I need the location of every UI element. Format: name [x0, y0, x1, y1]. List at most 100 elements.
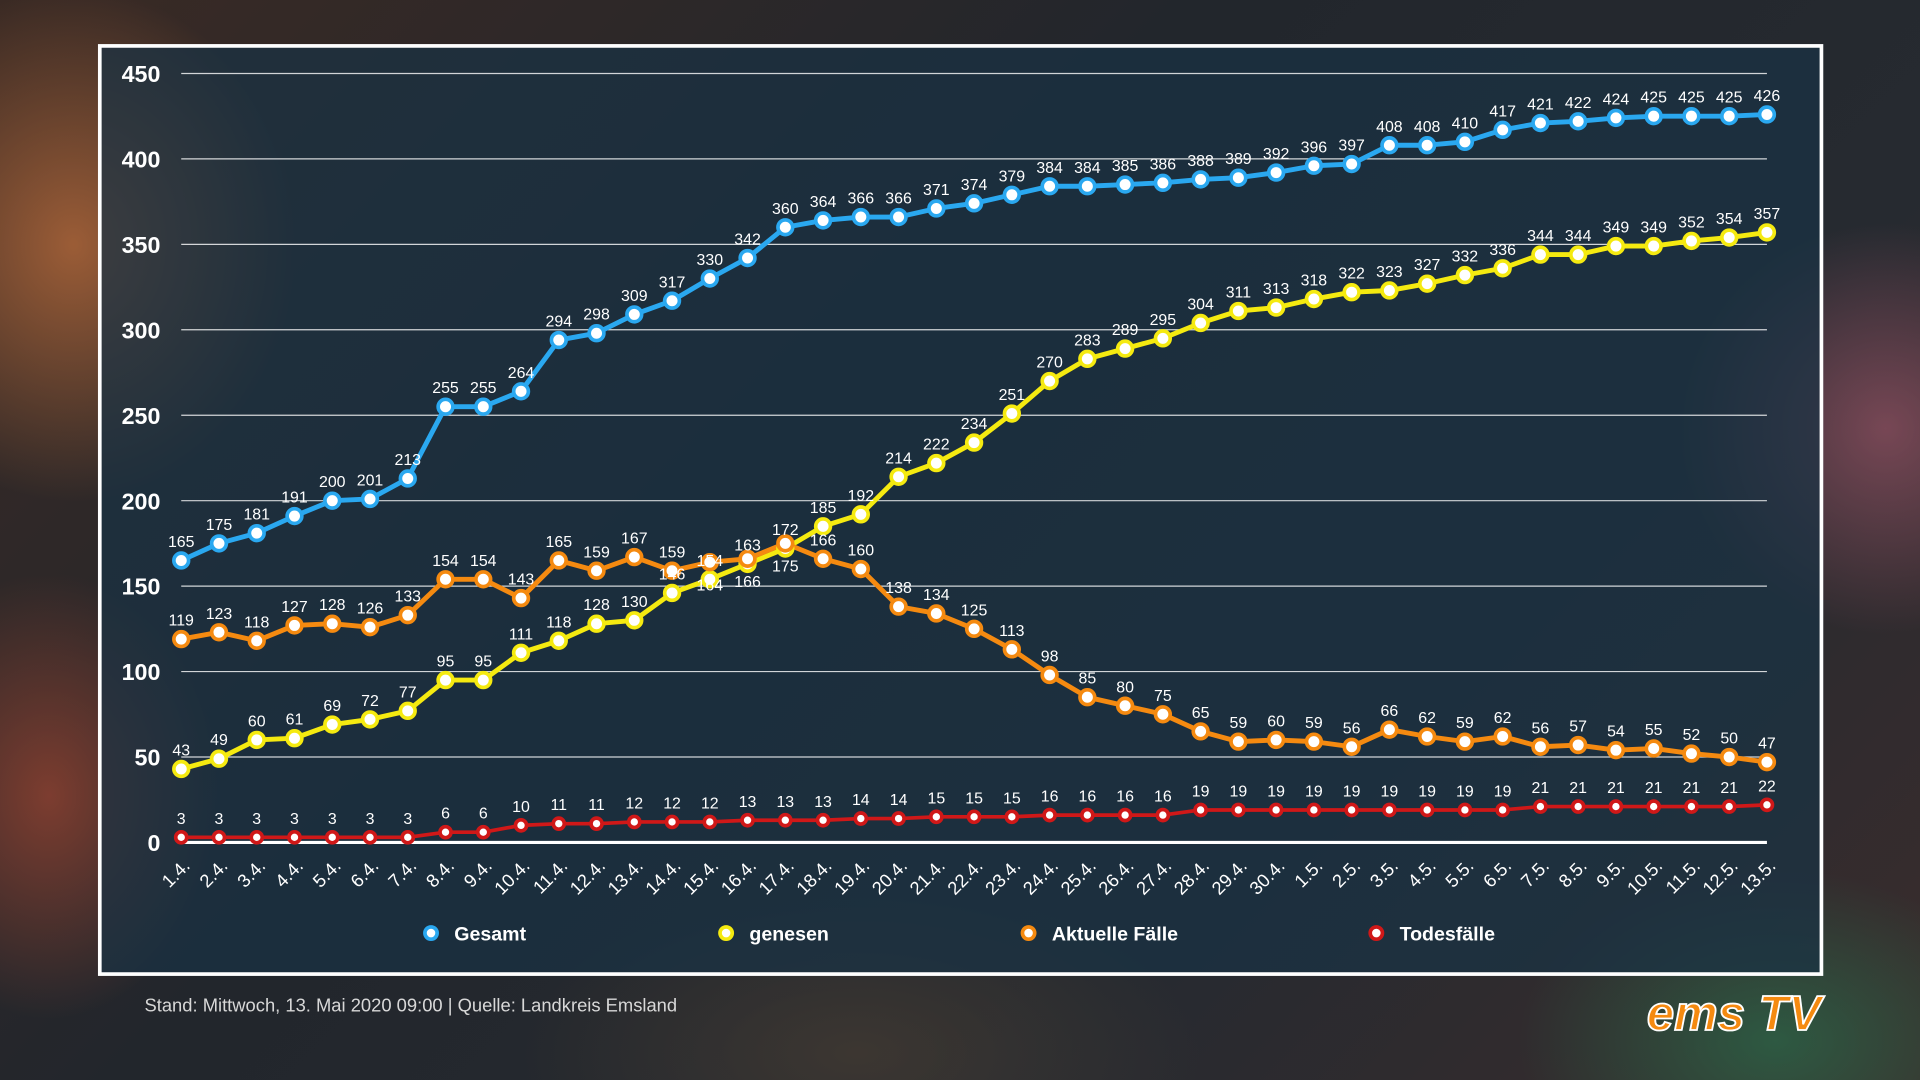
data-label: 85	[1078, 671, 1096, 688]
data-point	[587, 614, 606, 633]
data-point	[1229, 732, 1248, 751]
y-tick-label: 300	[122, 317, 161, 343]
data-point	[1568, 735, 1588, 755]
data-label: 59	[1230, 715, 1248, 732]
data-label: 344	[1527, 228, 1554, 245]
x-tick-label: 7.5.	[1517, 855, 1554, 892]
data-point	[740, 812, 755, 828]
data-point	[1720, 747, 1739, 767]
data-label: 354	[1716, 211, 1743, 228]
x-tick-label: 7.4.	[384, 855, 421, 892]
data-point	[1568, 112, 1588, 131]
data-point	[1759, 797, 1775, 813]
data-point	[1117, 807, 1133, 823]
data-point	[1568, 245, 1588, 264]
legend-marker	[1368, 925, 1385, 942]
footer-source: Stand: Mittwoch, 13. Mai 2020 09:00 | Qu…	[144, 995, 678, 1017]
data-point	[1344, 802, 1359, 818]
x-tick-label: 1.5.	[1290, 855, 1327, 892]
x-tick-label: 25.4.	[1056, 855, 1100, 899]
data-point	[1040, 177, 1059, 196]
data-point	[1382, 802, 1397, 818]
data-point	[589, 816, 604, 831]
data-point	[511, 588, 531, 608]
data-point	[436, 570, 455, 589]
data-label: 16	[1154, 789, 1172, 806]
data-point	[1682, 231, 1701, 251]
data-label: 15	[927, 790, 945, 807]
data-point	[209, 749, 229, 768]
y-tick-label: 400	[122, 146, 161, 172]
data-label: 6	[441, 806, 450, 823]
x-tick-label: 1.4.	[157, 855, 194, 892]
data-label: 166	[734, 574, 761, 591]
data-label: 19	[1267, 784, 1285, 801]
data-point	[362, 829, 378, 845]
data-point	[889, 597, 908, 616]
data-label: 408	[1414, 119, 1441, 136]
data-point	[323, 614, 342, 633]
data-point	[1531, 737, 1550, 756]
x-tick-label: 24.4.	[1018, 855, 1062, 899]
data-label: 118	[546, 614, 572, 631]
x-tick-label: 8.5.	[1554, 855, 1591, 892]
data-label: 384	[1036, 160, 1063, 177]
data-point	[285, 729, 304, 748]
data-point	[625, 305, 644, 324]
data-label: 422	[1565, 95, 1592, 112]
x-tick-label: 22.4.	[943, 855, 987, 899]
data-label: 12	[663, 795, 681, 812]
data-label: 126	[357, 601, 384, 618]
data-label: 54	[1607, 724, 1625, 741]
data-label: 311	[1226, 285, 1252, 302]
data-label: 379	[999, 168, 1026, 185]
data-point	[1304, 156, 1324, 175]
data-point	[360, 710, 380, 729]
data-label: 118	[244, 614, 270, 631]
data-point	[475, 824, 491, 840]
data-label: 95	[437, 654, 455, 671]
legend-marker	[423, 925, 439, 942]
data-point	[172, 759, 191, 779]
data-point	[813, 517, 833, 536]
data-point	[211, 829, 227, 845]
x-tick-label: 8.4.	[422, 855, 459, 892]
data-label: 289	[1112, 322, 1139, 339]
data-point	[966, 809, 982, 825]
data-point	[323, 491, 342, 510]
data-label: 425	[1678, 90, 1705, 107]
data-point	[889, 207, 908, 227]
data-label: 57	[1569, 719, 1587, 736]
x-tick-label: 21.4.	[905, 855, 949, 899]
data-point	[1493, 120, 1512, 140]
data-point	[1268, 802, 1284, 818]
data-label: 304	[1187, 296, 1214, 313]
data-label: 19	[1494, 784, 1512, 801]
data-point	[815, 812, 831, 828]
data-point	[549, 330, 568, 350]
data-label: 185	[810, 500, 837, 517]
data-label: 424	[1603, 91, 1630, 108]
data-point	[249, 829, 265, 845]
data-point	[285, 506, 304, 526]
data-point	[1721, 799, 1737, 814]
data-point	[1419, 802, 1435, 818]
x-tick-label: 11.4.	[529, 855, 572, 898]
data-label: 12	[701, 795, 719, 812]
data-point	[1531, 245, 1550, 264]
data-point	[1606, 108, 1626, 128]
data-point	[400, 829, 416, 845]
data-point	[1115, 696, 1135, 715]
data-point	[1457, 802, 1473, 818]
data-point	[1306, 802, 1322, 818]
data-point	[851, 505, 871, 524]
y-tick-label: 450	[122, 61, 161, 87]
data-point	[1040, 371, 1059, 391]
x-tick-label: 4.4.	[271, 855, 308, 892]
data-point	[1644, 236, 1663, 256]
data-point	[1644, 739, 1663, 758]
data-point	[813, 549, 833, 568]
data-label: 342	[734, 232, 761, 249]
chart-panel	[97, 44, 1824, 976]
